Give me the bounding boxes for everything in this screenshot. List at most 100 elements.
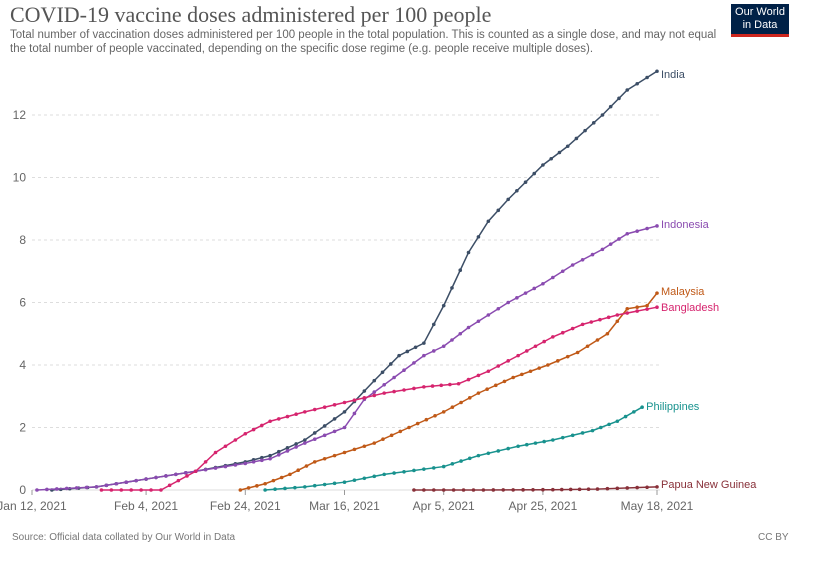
data-point [476, 373, 481, 378]
data-point [625, 231, 630, 236]
data-point [260, 455, 264, 460]
data-point [74, 486, 79, 490]
data-point [516, 353, 520, 358]
data-point [283, 486, 287, 491]
data-point [312, 460, 317, 464]
data-point [448, 382, 452, 387]
data-point [233, 463, 238, 467]
data-point [520, 372, 524, 377]
data-point [585, 344, 590, 349]
data-point [94, 485, 99, 489]
data-point [203, 467, 208, 472]
data-point [615, 486, 620, 491]
data-point [560, 330, 565, 335]
data-point [255, 484, 259, 488]
data-point [632, 410, 636, 414]
data-point [342, 400, 347, 405]
data-point [422, 385, 426, 389]
source-note[interactable]: Source: Official data collated by Our Wo… [12, 532, 236, 543]
data-point [533, 441, 538, 445]
data-point [380, 370, 385, 375]
data-point [332, 453, 337, 458]
data-point [167, 483, 172, 488]
data-point [251, 427, 256, 432]
y-tick-label: 8 [19, 233, 26, 247]
data-point [590, 252, 595, 257]
data-point [655, 485, 659, 489]
data-point [372, 393, 377, 398]
data-point [293, 485, 297, 490]
data-point [511, 488, 515, 492]
data-point [203, 460, 208, 464]
data-point [598, 425, 603, 430]
y-tick-label: 6 [19, 296, 26, 310]
data-point [389, 433, 394, 438]
data-point [412, 386, 416, 391]
data-point [625, 311, 630, 315]
data-point [422, 488, 426, 492]
data-point [119, 488, 124, 492]
line-chart: 0 2 4 6 8 10 12 Jan 12, 2021 Feb 4, 2021 Feb 24, … [0, 69, 757, 513]
data-point [476, 453, 481, 458]
series-label: Papua New Guinea [661, 479, 757, 491]
data-point [134, 478, 138, 483]
data-point [551, 487, 555, 492]
data-point [322, 482, 327, 487]
data-point [402, 469, 406, 474]
data-point [559, 487, 564, 492]
data-point [532, 171, 537, 176]
y-tick-label: 10 [13, 171, 27, 185]
data-point [124, 480, 129, 484]
data-point [590, 428, 595, 433]
data-point [268, 453, 272, 458]
series-label: Bangladesh [661, 302, 719, 314]
data-point [213, 450, 218, 455]
data-point [450, 338, 454, 342]
data-point [583, 128, 587, 133]
data-point [441, 410, 446, 414]
data-point [645, 303, 649, 308]
data-point [285, 446, 290, 450]
data-point [260, 423, 264, 428]
data-point [412, 361, 416, 365]
data-point [580, 257, 585, 262]
data-point [99, 488, 104, 492]
data-point [276, 449, 281, 454]
data-point [397, 353, 401, 358]
x-tick-label: Mar 16, 2021 [309, 499, 380, 513]
data-point [555, 359, 560, 363]
data-point [422, 341, 426, 345]
data-point [524, 442, 529, 447]
data-point [271, 478, 276, 483]
license-link[interactable]: CC BY [758, 532, 789, 543]
data-point [608, 104, 613, 109]
data-point [476, 391, 481, 395]
data-point [565, 354, 570, 359]
data-point [560, 435, 565, 440]
data-point [615, 419, 620, 424]
owid-logo[interactable]: Our World in Data [731, 4, 789, 37]
data-point [496, 208, 501, 213]
data-point [303, 441, 307, 445]
data-point [412, 488, 416, 492]
data-point [322, 456, 327, 461]
data-point [615, 319, 620, 324]
data-point [608, 242, 613, 246]
data-point [450, 286, 454, 290]
data-point [537, 366, 541, 370]
data-point [372, 390, 377, 394]
data-point [164, 474, 168, 478]
data-point [532, 286, 537, 291]
data-point [580, 431, 585, 435]
data-point [285, 449, 290, 453]
data-point [551, 335, 555, 339]
data-point [352, 478, 357, 483]
data-point [431, 349, 436, 353]
chart-title: COVID-19 vaccine doses administered per … [10, 2, 492, 27]
data-point [655, 291, 659, 295]
data-point [139, 488, 143, 492]
data-point [251, 460, 256, 464]
data-point [413, 345, 418, 350]
data-point [431, 488, 436, 492]
data-point [388, 362, 393, 366]
